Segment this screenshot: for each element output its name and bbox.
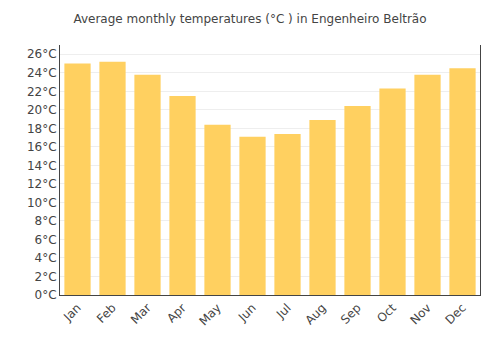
svg-text:May: May bbox=[196, 301, 223, 328]
svg-text:12°C: 12°C bbox=[27, 177, 57, 191]
svg-text:Dec: Dec bbox=[443, 301, 469, 327]
svg-text:22°C: 22°C bbox=[27, 85, 57, 99]
svg-text:4°C: 4°C bbox=[35, 251, 57, 265]
svg-text:0°C: 0°C bbox=[35, 288, 57, 302]
svg-text:2°C: 2°C bbox=[35, 270, 57, 284]
svg-text:6°C: 6°C bbox=[35, 233, 57, 247]
svg-text:24°C: 24°C bbox=[27, 66, 57, 80]
svg-text:18°C: 18°C bbox=[27, 122, 57, 136]
svg-text:Aug: Aug bbox=[302, 301, 328, 327]
svg-text:20°C: 20°C bbox=[27, 103, 57, 117]
svg-text:Sep: Sep bbox=[338, 301, 364, 327]
svg-text:Jul: Jul bbox=[273, 301, 294, 322]
svg-text:26°C: 26°C bbox=[27, 47, 57, 61]
svg-text:10°C: 10°C bbox=[27, 196, 57, 210]
svg-text:8°C: 8°C bbox=[35, 214, 57, 228]
svg-text:Apr: Apr bbox=[164, 301, 189, 326]
svg-text:Mar: Mar bbox=[128, 301, 154, 327]
svg-text:14°C: 14°C bbox=[27, 159, 57, 173]
svg-text:Feb: Feb bbox=[94, 301, 119, 326]
svg-text:Average monthly temperatures (: Average monthly temperatures (°C ) in En… bbox=[73, 12, 426, 26]
svg-text:Oct: Oct bbox=[374, 301, 399, 326]
svg-text:Jun: Jun bbox=[235, 301, 259, 325]
svg-text:16°C: 16°C bbox=[27, 140, 57, 154]
svg-text:Nov: Nov bbox=[407, 301, 433, 327]
svg-text:Jan: Jan bbox=[60, 301, 84, 325]
